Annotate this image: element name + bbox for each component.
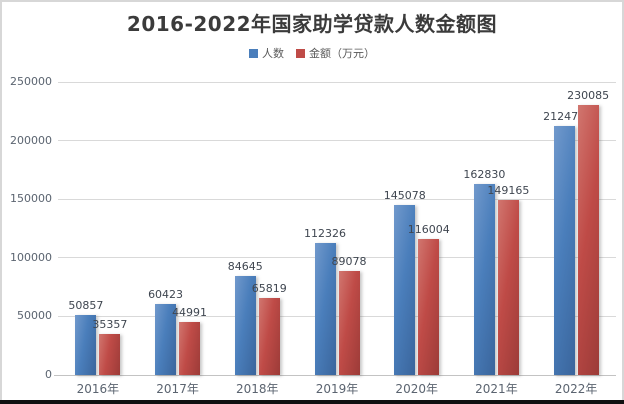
chart-title: 2016-2022年国家助学贷款人数金额图	[126, 12, 498, 36]
data-label-amount: 89078	[331, 254, 367, 268]
data-label-amount: 149165	[487, 184, 530, 198]
y-axis-tick-label: 0	[45, 368, 52, 381]
legend: 人数 金额（万元）	[0, 45, 624, 61]
x-axis-label: 2019年	[315, 382, 359, 396]
bar-amount	[99, 333, 121, 375]
data-label-amount: 116004	[407, 223, 450, 237]
legend-swatch-people	[249, 48, 258, 58]
y-axis-tick-label: 250000	[10, 75, 52, 88]
bar-people	[394, 204, 416, 375]
bar-amount	[418, 239, 440, 375]
bottom-edge-strip	[0, 400, 624, 404]
gridline	[58, 198, 616, 200]
gridline	[58, 140, 616, 142]
gridline	[58, 257, 616, 259]
legend-label-people: 人数	[262, 47, 284, 60]
data-label-amount: 65819	[251, 281, 287, 295]
data-label-people: 212470	[543, 109, 586, 123]
data-label-amount: 44991	[172, 306, 208, 320]
y-axis-tick-label: 100000	[10, 250, 52, 264]
gridline	[58, 315, 616, 317]
bar-amount	[577, 105, 599, 375]
bar-people	[234, 275, 256, 375]
x-axis-label: 2021年	[475, 382, 518, 396]
legend-swatch-amount	[296, 48, 305, 58]
bar-people	[553, 125, 575, 375]
bar-people	[75, 315, 97, 375]
x-axis-label: 2018年	[236, 382, 279, 396]
legend-item-people: 人数	[249, 45, 284, 61]
x-axis-label: 2022年	[554, 382, 598, 396]
bar-people	[473, 184, 495, 375]
x-axis-label: 2016年	[76, 382, 120, 396]
gridline	[58, 81, 616, 83]
bar-amount	[258, 297, 280, 375]
data-label-amount: 35357	[92, 317, 128, 331]
data-label-people: 145078	[383, 188, 426, 202]
x-axis-line	[54, 375, 616, 376]
bar-amount	[179, 322, 201, 375]
data-label-people: 60423	[148, 288, 184, 302]
data-label-amount: 230085	[567, 89, 610, 103]
y-axis-tick-label: 200000	[10, 133, 52, 147]
legend-item-amount: 金额（万元）	[296, 45, 375, 61]
legend-label-amount: 金额（万元）	[309, 47, 375, 60]
bar-people	[314, 243, 336, 375]
y-axis-tick-label: 50000	[17, 309, 52, 323]
bar-people	[155, 304, 177, 375]
data-label-people: 84645	[227, 259, 263, 273]
data-label-people: 162830	[463, 168, 506, 182]
data-label-people: 50857	[68, 299, 104, 313]
x-axis-label: 2017年	[156, 382, 199, 396]
x-axis-label: 2020年	[395, 382, 438, 396]
y-axis-tick-label: 150000	[10, 192, 52, 206]
bar-amount	[338, 270, 360, 375]
bar-amount	[497, 200, 519, 375]
data-label-people: 112326	[304, 227, 346, 241]
